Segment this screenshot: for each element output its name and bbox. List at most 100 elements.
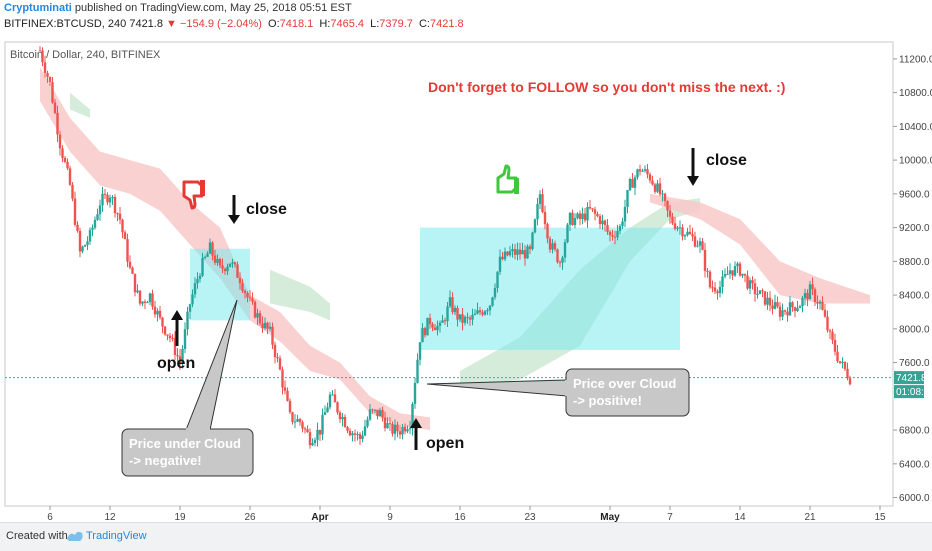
candle-body <box>481 312 484 315</box>
candle-body <box>448 297 452 307</box>
candle-body <box>183 329 187 349</box>
candle-body <box>573 218 577 225</box>
countdown-box <box>894 385 924 399</box>
candle-body <box>791 302 794 308</box>
y-tick-label: 8400.0 <box>899 291 930 302</box>
change-text: −154.9 (−2.04%) <box>180 18 262 30</box>
candle-body <box>451 297 454 313</box>
candle-body <box>303 428 307 430</box>
y-tick-label: 8800.0 <box>899 257 930 268</box>
candle-body <box>476 310 479 314</box>
candle-body <box>403 426 407 432</box>
candle-body <box>683 235 687 237</box>
candle-body <box>613 236 617 238</box>
candle-body <box>821 301 824 310</box>
candle-body <box>771 305 774 309</box>
candle-body <box>648 174 652 181</box>
candle-body <box>268 326 272 329</box>
candle-body <box>338 412 342 420</box>
candle-body <box>446 306 449 322</box>
candle-body <box>103 193 107 195</box>
candle-body <box>358 434 362 439</box>
candle-body <box>766 297 769 305</box>
candle-body <box>603 220 607 226</box>
author-link[interactable]: Cryptuminati <box>4 2 72 14</box>
tradingview-logo-icon <box>67 531 83 541</box>
candle-body <box>238 277 242 284</box>
candle-body <box>786 311 789 316</box>
candle-body <box>426 317 429 336</box>
candle-body <box>443 320 447 322</box>
candle-body <box>471 314 474 320</box>
candle-body <box>483 311 487 315</box>
candle-body <box>438 322 442 326</box>
candle-body <box>126 239 129 262</box>
candle-body <box>113 196 117 214</box>
candle-body <box>211 242 214 256</box>
candle-body <box>491 297 494 306</box>
candle-body <box>233 262 237 265</box>
candle-body <box>588 207 592 209</box>
candle-body <box>206 253 209 257</box>
tradingview-link[interactable]: TradingView <box>86 530 147 542</box>
candle-body <box>561 257 564 263</box>
candle-body <box>261 323 264 329</box>
candle-body <box>826 316 829 331</box>
candle-body <box>201 257 204 276</box>
candle-body <box>436 325 439 331</box>
candle-body <box>753 283 757 295</box>
candle-body <box>463 316 467 323</box>
candle-body <box>638 169 642 172</box>
candle-body <box>273 344 277 358</box>
candle-body <box>333 394 337 403</box>
candle-body <box>246 292 249 298</box>
up-arrow-icon <box>171 310 183 346</box>
candle-body <box>813 289 817 303</box>
candle-body <box>841 361 844 363</box>
candle-body <box>661 193 664 195</box>
candle-body <box>671 216 674 224</box>
candle-body <box>803 293 807 298</box>
candle-body <box>703 249 707 271</box>
candle-body <box>541 194 544 212</box>
candle-body <box>823 309 827 317</box>
candle-body <box>783 310 787 312</box>
candle-body <box>396 424 399 432</box>
candle-body <box>688 231 692 235</box>
x-tick-label: 23 <box>524 512 536 523</box>
candle-body <box>788 302 792 316</box>
candle-body <box>256 313 259 318</box>
candle-body <box>373 409 377 411</box>
candle-body <box>488 305 492 311</box>
candle-body <box>596 213 599 217</box>
candle-body <box>631 179 634 188</box>
price-chart[interactable]: Bitcoin / Dollar, 240, BITFINEX 11200.01… <box>0 34 932 524</box>
candle-body <box>316 429 319 440</box>
high-value: 7465.4 <box>330 18 365 30</box>
candle-body <box>203 256 207 258</box>
callout-over-line1: Price over Cloud <box>573 376 676 391</box>
candle-body <box>421 328 424 343</box>
candle-body <box>633 177 637 188</box>
candle-body <box>143 301 147 303</box>
y-tick-label: 9600.0 <box>899 189 930 200</box>
candle-body <box>558 262 562 264</box>
candle-body <box>466 316 469 318</box>
candle-body <box>413 382 417 404</box>
candle-body <box>808 284 812 300</box>
candle-body <box>583 213 587 221</box>
candle-body <box>283 387 287 391</box>
y-tick-label: 6000.0 <box>899 493 930 504</box>
candle-body <box>281 369 284 388</box>
bullish-cloud <box>270 269 330 321</box>
candle-body <box>746 275 749 289</box>
candle-body <box>391 423 394 434</box>
candle-body <box>196 278 199 284</box>
candle-body <box>271 326 274 345</box>
candle-body <box>811 284 814 290</box>
candle-body <box>156 310 159 315</box>
x-tick-label: 16 <box>454 512 466 523</box>
candle-body <box>501 256 504 260</box>
x-tick-label: 9 <box>387 512 393 523</box>
candle-body <box>128 261 132 268</box>
